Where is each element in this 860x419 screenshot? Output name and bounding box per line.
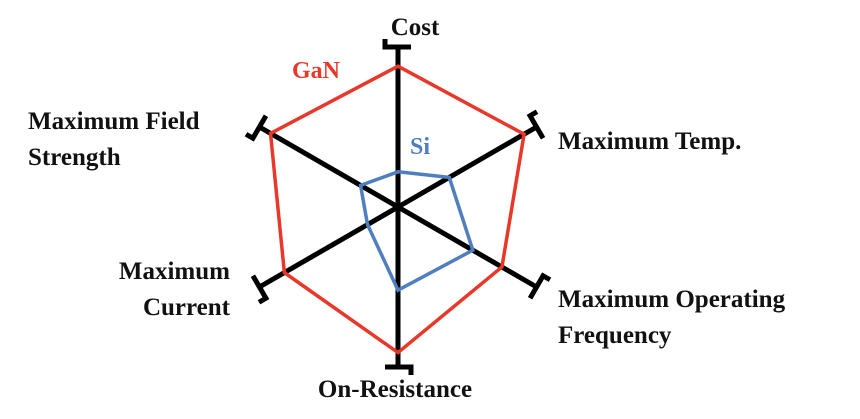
axis-label: Maximum Current <box>118 258 230 321</box>
axis-bracket <box>382 39 411 50</box>
legend-label: GaN <box>292 58 340 84</box>
axis-label: On-Resistance <box>317 376 473 403</box>
series-polygon <box>358 170 475 293</box>
axis-bracket <box>250 274 270 305</box>
axis-bracket <box>526 109 546 140</box>
series-polygon <box>268 64 527 355</box>
axis-bracket <box>385 364 414 375</box>
axis-label: Maximum Operating Frequency <box>558 286 786 349</box>
axis <box>259 125 400 210</box>
axis-label: Maximum Field Strength <box>28 108 200 171</box>
axis-label: Maximum Temp. <box>558 128 742 155</box>
axis <box>396 125 537 210</box>
axis-bracket <box>244 114 269 142</box>
axis <box>396 204 537 289</box>
legend-label: Si <box>410 134 431 160</box>
axis-label: Cost <box>390 14 440 41</box>
axis-bracket <box>527 272 552 300</box>
